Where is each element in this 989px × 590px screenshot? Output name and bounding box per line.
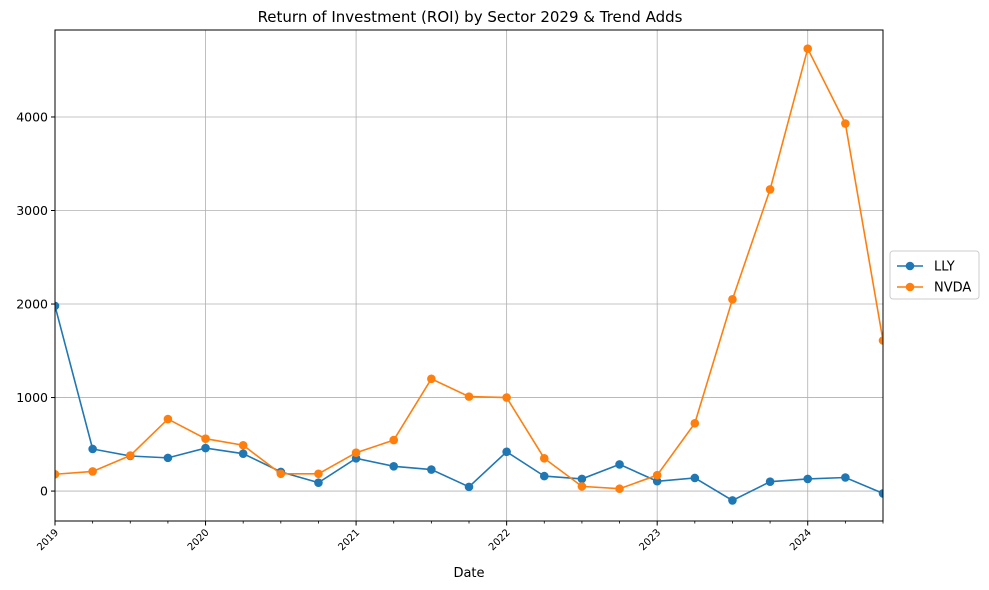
data-point [314,478,323,487]
data-point [690,418,700,428]
data-point [539,471,549,481]
data-point [728,295,737,304]
legend-item-nvda: NVDA [897,281,971,296]
series-nvda [55,44,883,494]
x-tick-label: 2019 [35,527,61,553]
data-point [464,392,474,401]
y-tick-label: 2000 [16,297,48,312]
data-point [502,447,511,457]
data-point [841,473,850,482]
data-point [238,440,248,450]
x-tick-label: 2022 [487,527,513,553]
data-point [163,453,173,463]
data-point [841,119,850,128]
data-point [728,496,737,505]
data-point [125,451,135,460]
data-point [765,185,775,194]
data-point [314,469,323,479]
y-axis: 0 1000 2000 3000 4000 [16,109,55,499]
data-point [615,484,624,494]
data-point [652,470,662,480]
data-point [539,454,549,463]
data-point [427,465,436,474]
x-tick-label: 2024 [788,527,814,553]
data-point [238,449,248,458]
y-tick-label: 1000 [16,390,48,405]
legend-swatch-marker [905,282,915,292]
data-point [88,467,97,476]
data-point [878,336,883,345]
x-axis: 2019 2020 2021 2022 2023 2024 [35,521,884,553]
grid [54,30,883,521]
data-point [615,460,624,469]
legend-label: LLY [934,260,955,275]
data-point [652,476,662,486]
data-point [427,374,436,384]
legend-label: NVDA [934,281,971,296]
data-point [351,448,361,458]
x-tick-label: 2021 [336,527,362,553]
series-lly [55,301,883,505]
data-point [201,434,210,443]
data-point [803,474,813,484]
y-tick-label: 3000 [16,203,48,218]
data-point [88,444,97,454]
y-tick-label: 0 [40,484,48,499]
data-point [765,477,775,487]
legend-item-lly: LLY [897,260,955,275]
legend-swatch-marker [905,261,915,271]
series-layer [55,44,883,505]
data-point [464,482,474,492]
series-line [55,305,883,502]
y-tick-label: 4000 [16,109,48,124]
chart-title: Return of Investment (ROI) by Sector 202… [258,8,683,26]
x-tick-label: 2020 [186,527,212,553]
data-point [201,443,210,453]
data-point [690,473,700,483]
data-point [878,489,883,498]
data-point [577,482,587,491]
data-point [803,44,813,54]
x-axis-label: Date [453,566,484,581]
plot-frame [54,29,884,522]
series-line [55,46,883,490]
x-tick-label: 2023 [638,527,664,553]
legend: LLY NVDA [889,250,980,300]
data-point [389,461,399,471]
data-point [276,469,286,479]
data-point [55,301,60,311]
data-point [502,393,511,402]
data-point [577,474,587,484]
data-point [163,414,173,424]
data-point [55,469,60,479]
data-point [389,435,399,445]
